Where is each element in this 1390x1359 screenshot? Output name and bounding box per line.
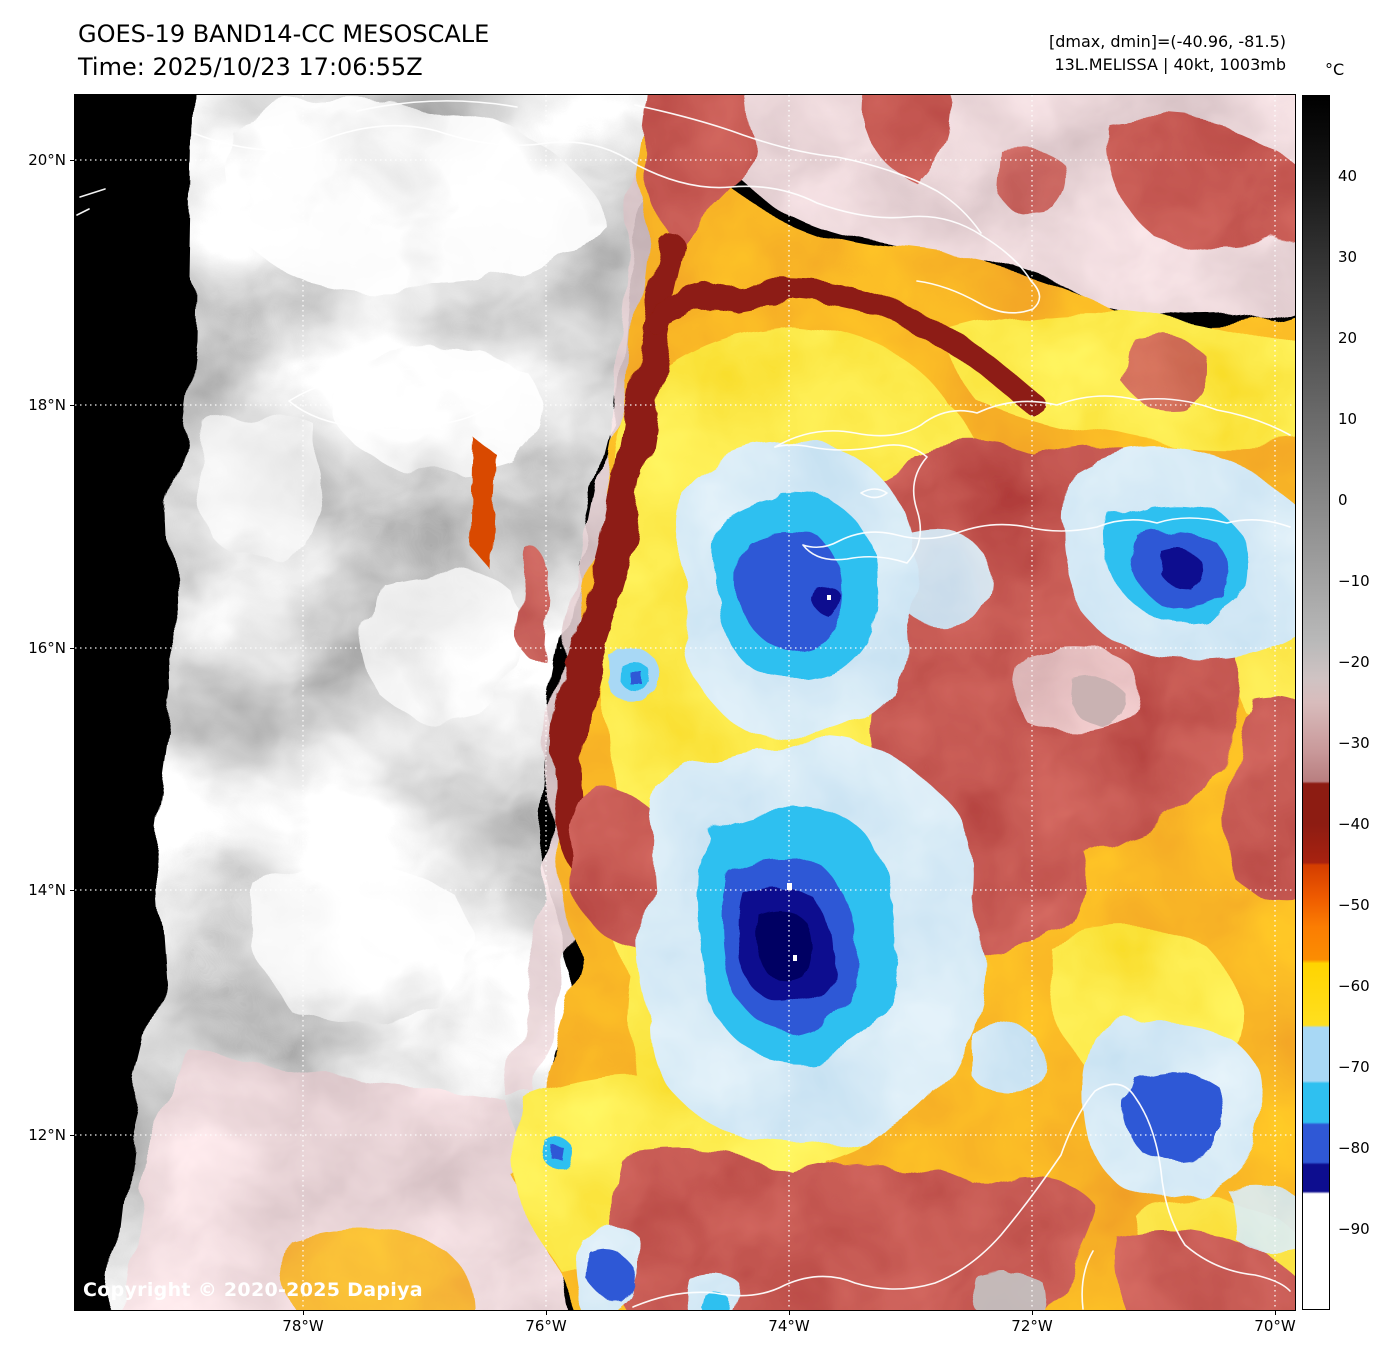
colorbar-tick: −80 — [1338, 1139, 1370, 1157]
lat-label-18n: 18°N — [28, 396, 66, 414]
lon-label-76w: 76°W — [525, 1317, 567, 1335]
colorbar-tick: −60 — [1338, 977, 1370, 995]
coastline-cuba-south — [192, 124, 1041, 314]
satellite-map: Copyright © 2020-2025 Dapiya — [74, 94, 1296, 1311]
colorbar-tick: 40 — [1338, 167, 1358, 185]
colorbar-tick: −50 — [1338, 896, 1370, 914]
coastline-cuba-north — [356, 100, 518, 112]
title-block: GOES-19 BAND14-CC MESOSCALE Time: 2025/1… — [78, 18, 489, 84]
lon-label-78w: 78°W — [282, 1317, 324, 1335]
cold-tops-southeast — [967, 1019, 1295, 1251]
coastline-jamaica — [288, 367, 497, 431]
colorbar-tick: 0 — [1338, 491, 1348, 509]
coastline-cuba-north — [634, 104, 982, 234]
lat-label-14n: 14°N — [28, 881, 66, 899]
colorbar-tick: −70 — [1338, 1058, 1370, 1076]
coastline-cuba-fragment — [76, 208, 90, 216]
pink-warm-patches — [972, 646, 1135, 1310]
axis-tick — [70, 405, 74, 406]
axis-tick — [303, 1311, 304, 1315]
colorbar-tick: 20 — [1338, 329, 1358, 347]
colorbar-tick: −40 — [1338, 815, 1370, 833]
copyright-label: Copyright © 2020-2025 Dapiya — [83, 1279, 423, 1301]
satellite-imagery — [75, 95, 1295, 1310]
product-title: GOES-19 BAND14-CC MESOSCALE — [78, 20, 490, 48]
lon-label-70w: 70°W — [1254, 1317, 1296, 1335]
cold-tops-small-cells — [543, 648, 746, 1310]
cold-tops-south-core — [640, 742, 982, 1147]
cold-tops-north-core — [677, 446, 986, 737]
coastline-maracaibo — [1081, 1250, 1094, 1310]
axis-tick — [70, 648, 74, 649]
coastline-south-america — [632, 1083, 1291, 1308]
timestamp: Time: 2025/10/23 17:06:55Z — [78, 53, 423, 81]
axis-tick — [546, 1311, 547, 1315]
colorbar-tick: −10 — [1338, 572, 1370, 590]
colorbar-tick: −30 — [1338, 734, 1370, 752]
coastline-cuba-fragment — [79, 188, 106, 198]
axis-tick — [70, 890, 74, 891]
grid-lines — [75, 95, 1295, 1310]
axis-tick — [789, 1311, 790, 1315]
colorbar-tick: 30 — [1338, 248, 1358, 266]
colorbar-unit: °C — [1325, 60, 1345, 79]
coastline-hispaniola-south — [774, 444, 1291, 564]
coastline-gonave — [860, 488, 888, 499]
colorbar-tick: 10 — [1338, 410, 1358, 428]
lat-label-16n: 16°N — [28, 639, 66, 657]
coastline-hispaniola-north — [774, 395, 1291, 448]
colorbar-tick: −90 — [1338, 1220, 1370, 1238]
axis-tick — [70, 160, 74, 161]
axis-tick — [1032, 1311, 1033, 1315]
colorbar-tick: −20 — [1338, 653, 1370, 671]
coastlines — [76, 100, 1291, 1310]
storm-info: 13L.MELISSA | 40kt, 1003mb — [1054, 55, 1286, 74]
temp-range-readout: [dmax, dmin]=(-40.96, -81.5) — [1048, 32, 1286, 51]
cold-tops-east-core — [1062, 450, 1295, 658]
gray-cloud-deck — [110, 95, 700, 1310]
lon-label-74w: 74°W — [768, 1317, 810, 1335]
lat-label-12n: 12°N — [28, 1126, 66, 1144]
lon-label-72w: 72°W — [1011, 1317, 1053, 1335]
lat-label-20n: 20°N — [28, 151, 66, 169]
axis-tick — [1275, 1311, 1276, 1315]
temperature-colorbar — [1302, 95, 1330, 1310]
axis-tick — [70, 1135, 74, 1136]
info-block: [dmax, dmin]=(-40.96, -81.5) 13L.MELISSA… — [1049, 30, 1286, 76]
